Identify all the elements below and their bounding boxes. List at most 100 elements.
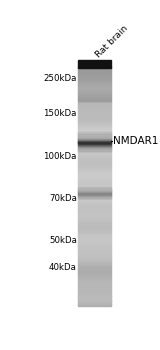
Bar bbox=[78, 153, 111, 154]
Bar bbox=[78, 236, 111, 237]
Bar bbox=[78, 152, 111, 153]
Bar bbox=[78, 261, 111, 262]
Bar bbox=[78, 151, 111, 152]
Bar bbox=[78, 304, 111, 305]
Bar bbox=[78, 253, 111, 254]
Bar bbox=[78, 286, 111, 287]
Bar bbox=[78, 127, 111, 128]
Bar bbox=[78, 241, 111, 242]
Bar bbox=[78, 235, 111, 236]
Bar bbox=[78, 130, 111, 131]
Bar bbox=[78, 161, 111, 162]
Bar bbox=[78, 200, 111, 201]
Bar bbox=[78, 270, 111, 271]
Bar bbox=[78, 156, 111, 158]
Bar bbox=[78, 215, 111, 216]
Bar bbox=[78, 282, 111, 283]
Bar bbox=[78, 136, 111, 138]
Bar bbox=[78, 279, 111, 280]
Bar bbox=[78, 89, 111, 90]
Bar bbox=[78, 139, 111, 140]
Bar bbox=[78, 142, 111, 143]
Bar bbox=[78, 174, 111, 175]
Bar bbox=[78, 120, 111, 121]
Bar bbox=[78, 95, 111, 96]
Bar bbox=[78, 83, 111, 84]
Bar bbox=[78, 111, 111, 112]
Text: 150kDa: 150kDa bbox=[43, 109, 77, 118]
Bar bbox=[78, 135, 111, 136]
Bar bbox=[78, 217, 111, 218]
Bar bbox=[78, 203, 111, 204]
Bar bbox=[78, 301, 111, 302]
Bar bbox=[78, 249, 111, 250]
Bar bbox=[78, 150, 111, 151]
Bar bbox=[78, 175, 111, 176]
Bar bbox=[78, 255, 111, 256]
Bar bbox=[78, 294, 111, 295]
Bar bbox=[78, 144, 111, 145]
Bar bbox=[78, 179, 111, 180]
Bar bbox=[78, 190, 111, 191]
Bar bbox=[78, 107, 111, 108]
Bar bbox=[78, 140, 111, 141]
Bar bbox=[78, 240, 111, 241]
Bar bbox=[78, 71, 111, 72]
Bar bbox=[78, 171, 111, 172]
Bar bbox=[78, 202, 111, 203]
Bar bbox=[78, 188, 111, 189]
Bar bbox=[78, 264, 111, 265]
Bar bbox=[78, 239, 111, 240]
Bar bbox=[78, 113, 111, 114]
Bar bbox=[78, 296, 111, 297]
Bar bbox=[78, 78, 111, 79]
Bar bbox=[78, 234, 111, 235]
Bar bbox=[78, 187, 111, 188]
Bar bbox=[78, 91, 111, 92]
Bar bbox=[78, 178, 111, 179]
Bar bbox=[78, 208, 111, 209]
Bar bbox=[78, 122, 111, 123]
Bar bbox=[78, 194, 111, 195]
Bar bbox=[78, 281, 111, 282]
Bar bbox=[78, 96, 111, 97]
Bar bbox=[78, 133, 111, 134]
Bar bbox=[78, 73, 111, 74]
Bar bbox=[78, 93, 111, 94]
Bar bbox=[78, 166, 111, 167]
Bar bbox=[78, 75, 111, 76]
Bar bbox=[78, 128, 111, 130]
Bar bbox=[78, 167, 111, 168]
Bar bbox=[78, 222, 111, 223]
Bar bbox=[78, 299, 111, 300]
Bar bbox=[78, 260, 111, 261]
Bar bbox=[78, 252, 111, 253]
Bar bbox=[78, 225, 111, 226]
Text: 40kDa: 40kDa bbox=[49, 262, 77, 272]
Bar bbox=[78, 118, 111, 119]
Bar bbox=[78, 66, 111, 67]
Bar bbox=[78, 232, 111, 233]
Bar bbox=[78, 72, 111, 73]
Bar bbox=[78, 132, 111, 133]
Bar bbox=[78, 195, 111, 196]
Bar bbox=[78, 191, 111, 192]
Bar bbox=[78, 88, 111, 89]
Bar bbox=[78, 138, 111, 139]
Bar bbox=[78, 104, 111, 105]
Bar bbox=[78, 102, 111, 103]
Bar bbox=[78, 262, 111, 263]
Bar bbox=[78, 303, 111, 304]
Bar bbox=[78, 302, 111, 303]
Bar bbox=[78, 292, 111, 293]
Bar bbox=[78, 186, 111, 187]
Bar bbox=[78, 155, 111, 156]
Bar bbox=[78, 89, 111, 90]
Bar bbox=[78, 69, 111, 70]
Bar bbox=[78, 277, 111, 278]
Bar bbox=[78, 216, 111, 217]
Bar bbox=[78, 278, 111, 279]
Bar bbox=[78, 77, 111, 78]
Bar bbox=[78, 147, 111, 148]
Bar bbox=[78, 205, 111, 206]
